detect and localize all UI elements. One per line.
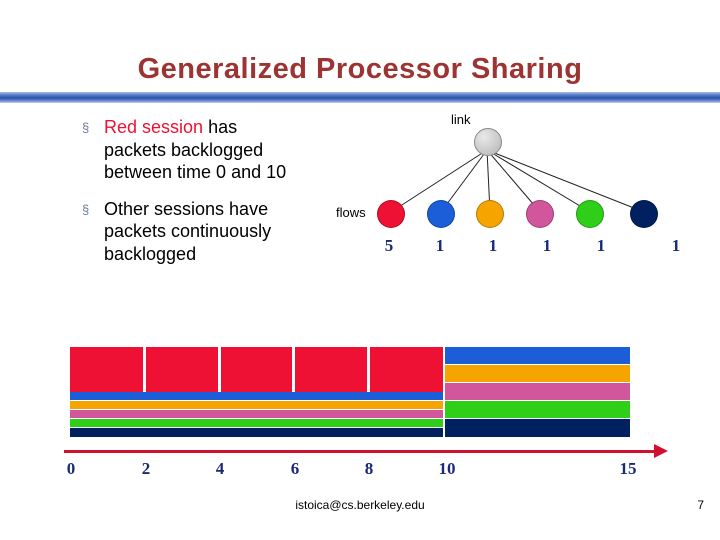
flow-weight-red: 5 — [384, 236, 394, 255]
flow-circle-orange — [476, 200, 504, 228]
time-axis-arrow-icon — [654, 444, 668, 458]
flows-label: flows — [336, 205, 366, 220]
axis-tick-label: 8 — [364, 459, 374, 478]
flow-stripe-navy — [70, 428, 443, 437]
flow-weight-green: 1 — [596, 236, 606, 255]
flow-weight-navy: 1 — [671, 236, 681, 255]
axis-tick-label: 10 — [438, 459, 456, 478]
bullet-text: Other sessions have packets continuously… — [104, 198, 271, 266]
page-number: 7 — [697, 498, 704, 512]
flow-bar-navy — [445, 419, 630, 437]
bullet-marker: § — [82, 120, 90, 135]
flow-circle-navy — [630, 200, 658, 228]
packet-divider — [367, 347, 370, 392]
flow-weight-blue: 1 — [435, 236, 445, 255]
flow-link-line — [486, 149, 645, 213]
axis-tick-label: 2 — [141, 459, 151, 478]
flow-bar-orange — [445, 365, 630, 382]
flow-bar-pink — [445, 383, 630, 400]
axis-tick-label: 4 — [215, 459, 225, 478]
flow-circle-blue — [427, 200, 455, 228]
slide-title: Generalized Processor Sharing — [137, 53, 583, 85]
packet-divider — [292, 347, 295, 392]
link-node-icon — [474, 128, 502, 156]
flow-weight-orange: 1 — [488, 236, 498, 255]
flow-bar-green — [445, 401, 630, 418]
flow-stripe-green — [70, 419, 443, 427]
footer-email: istoica@cs.berkeley.edu — [295, 498, 425, 512]
bullet-item: § Red session has packets backlogged bet… — [82, 116, 332, 184]
packet-divider — [143, 347, 146, 392]
link-label: link — [451, 112, 471, 127]
axis-tick-label: 0 — [66, 459, 76, 478]
flow-circle-pink — [526, 200, 554, 228]
title-divider-bar — [0, 92, 720, 103]
axis-tick-label: 6 — [290, 459, 300, 478]
flow-bar-blue — [445, 347, 630, 364]
bullet-marker: § — [82, 201, 90, 217]
bullet-list: § Red session has packets backlogged bet… — [82, 116, 332, 279]
bullet-text-rest: has packets backlogged between time 0 an… — [104, 117, 287, 182]
bullet-text-highlight: Red session — [104, 117, 204, 137]
flow-circle-green — [576, 200, 604, 228]
axis-tick-label: 15 — [619, 459, 637, 478]
flow-stripe-blue — [70, 392, 443, 400]
flow-circle-red — [377, 200, 405, 228]
flow-stripe-pink — [70, 410, 443, 418]
bullet-text-rest: Other sessions have packets continuously… — [104, 198, 272, 264]
bullet-item: § Other sessions have packets continuous… — [82, 198, 332, 266]
time-axis — [64, 450, 656, 453]
flow-stripe-orange — [70, 401, 443, 409]
packet-divider — [218, 347, 221, 392]
red-session-bar — [70, 347, 443, 392]
bullet-text: Red session has packets backlogged betwe… — [104, 116, 286, 184]
flow-weight-pink: 1 — [542, 236, 552, 255]
